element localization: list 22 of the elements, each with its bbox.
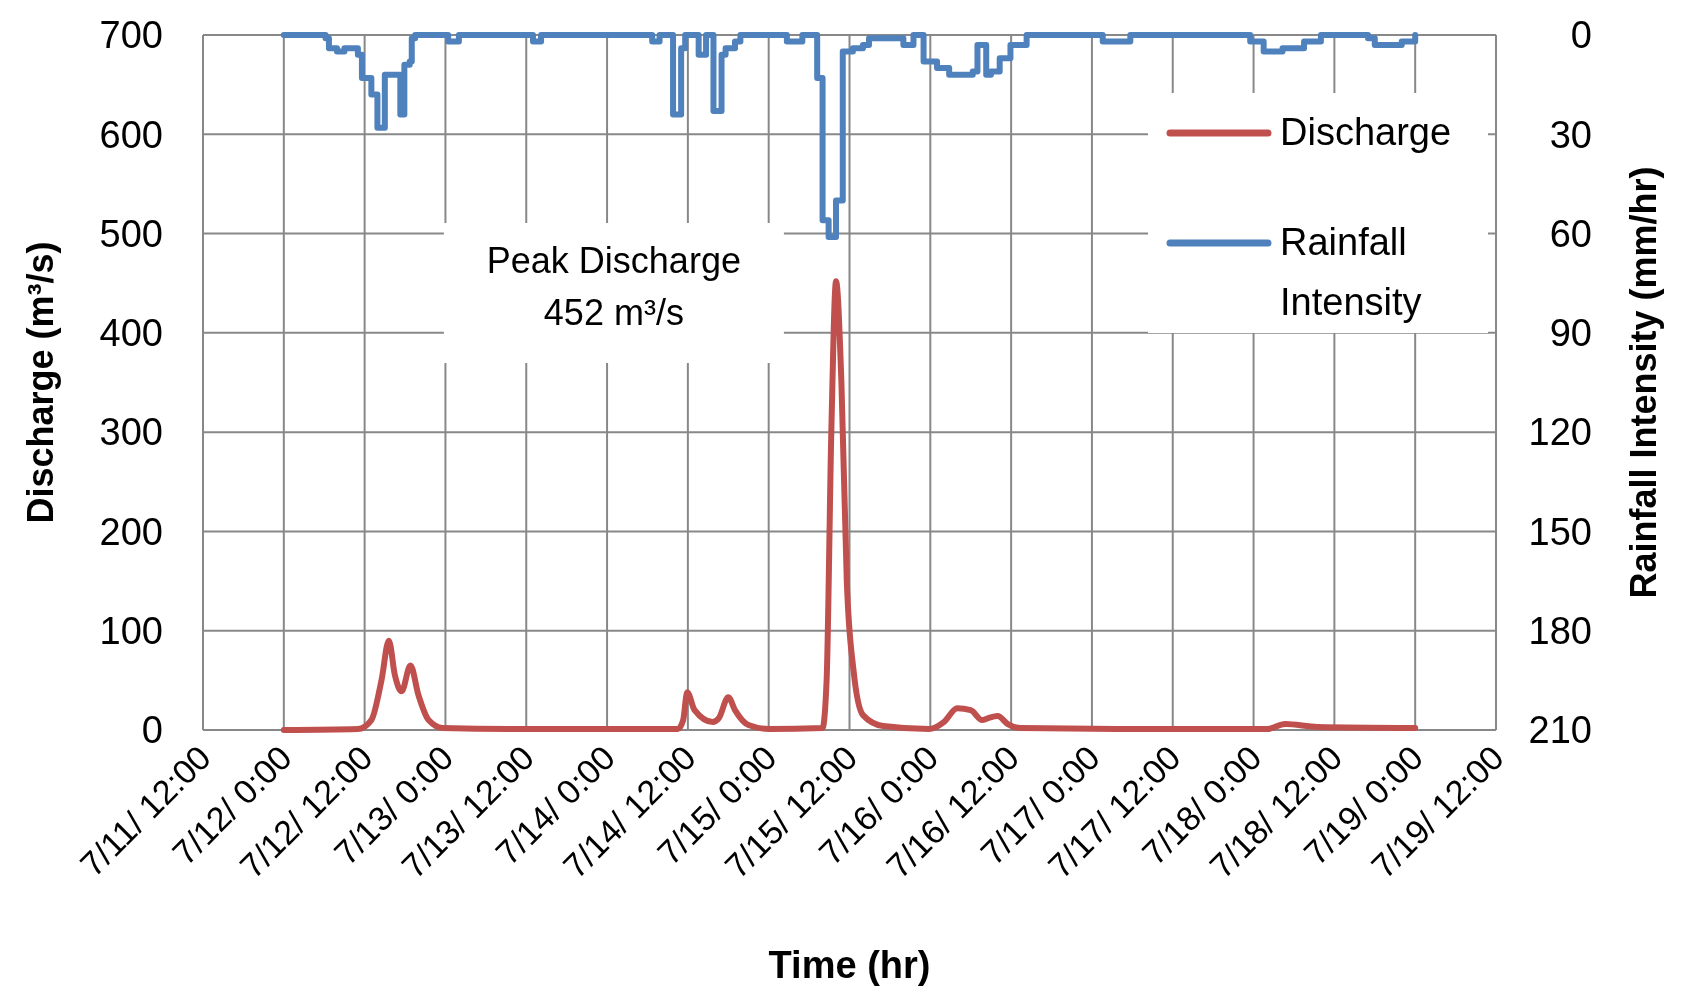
y-tick-label: 100 (99, 610, 163, 653)
legend-label: Discharge (1280, 111, 1452, 153)
annotation: Peak Discharge 452 m³/s (486, 240, 741, 333)
y-tick-label: 300 (99, 411, 163, 454)
y2-tick-label: 90 (1549, 312, 1592, 355)
y2-tick-label: 150 (1528, 510, 1592, 553)
y2-tick-label: 120 (1528, 411, 1592, 454)
y2-tick-label: 0 (1570, 14, 1592, 57)
y-tick-label: 700 (99, 14, 163, 57)
y2-axis-title: Rainfall Intensity (mm/hr) (1623, 166, 1664, 599)
y-tick-label: 500 (99, 212, 163, 255)
y-tick-label: 400 (99, 312, 163, 355)
y2-tick-label: 210 (1528, 709, 1592, 752)
y2-tick-label: 60 (1549, 212, 1592, 255)
y2-tick-label: 30 (1549, 113, 1592, 156)
y-tick-label: 600 (99, 113, 163, 156)
y-axis-title: Discharge (m³/s) (20, 241, 61, 524)
y-tick-label: 200 (99, 510, 163, 553)
legend-label: Rainfall Intensity (1280, 221, 1422, 323)
x-axis-title: Time (hr) (768, 944, 931, 986)
y-tick-label: 0 (141, 709, 163, 752)
y2-tick-label: 180 (1528, 610, 1592, 653)
